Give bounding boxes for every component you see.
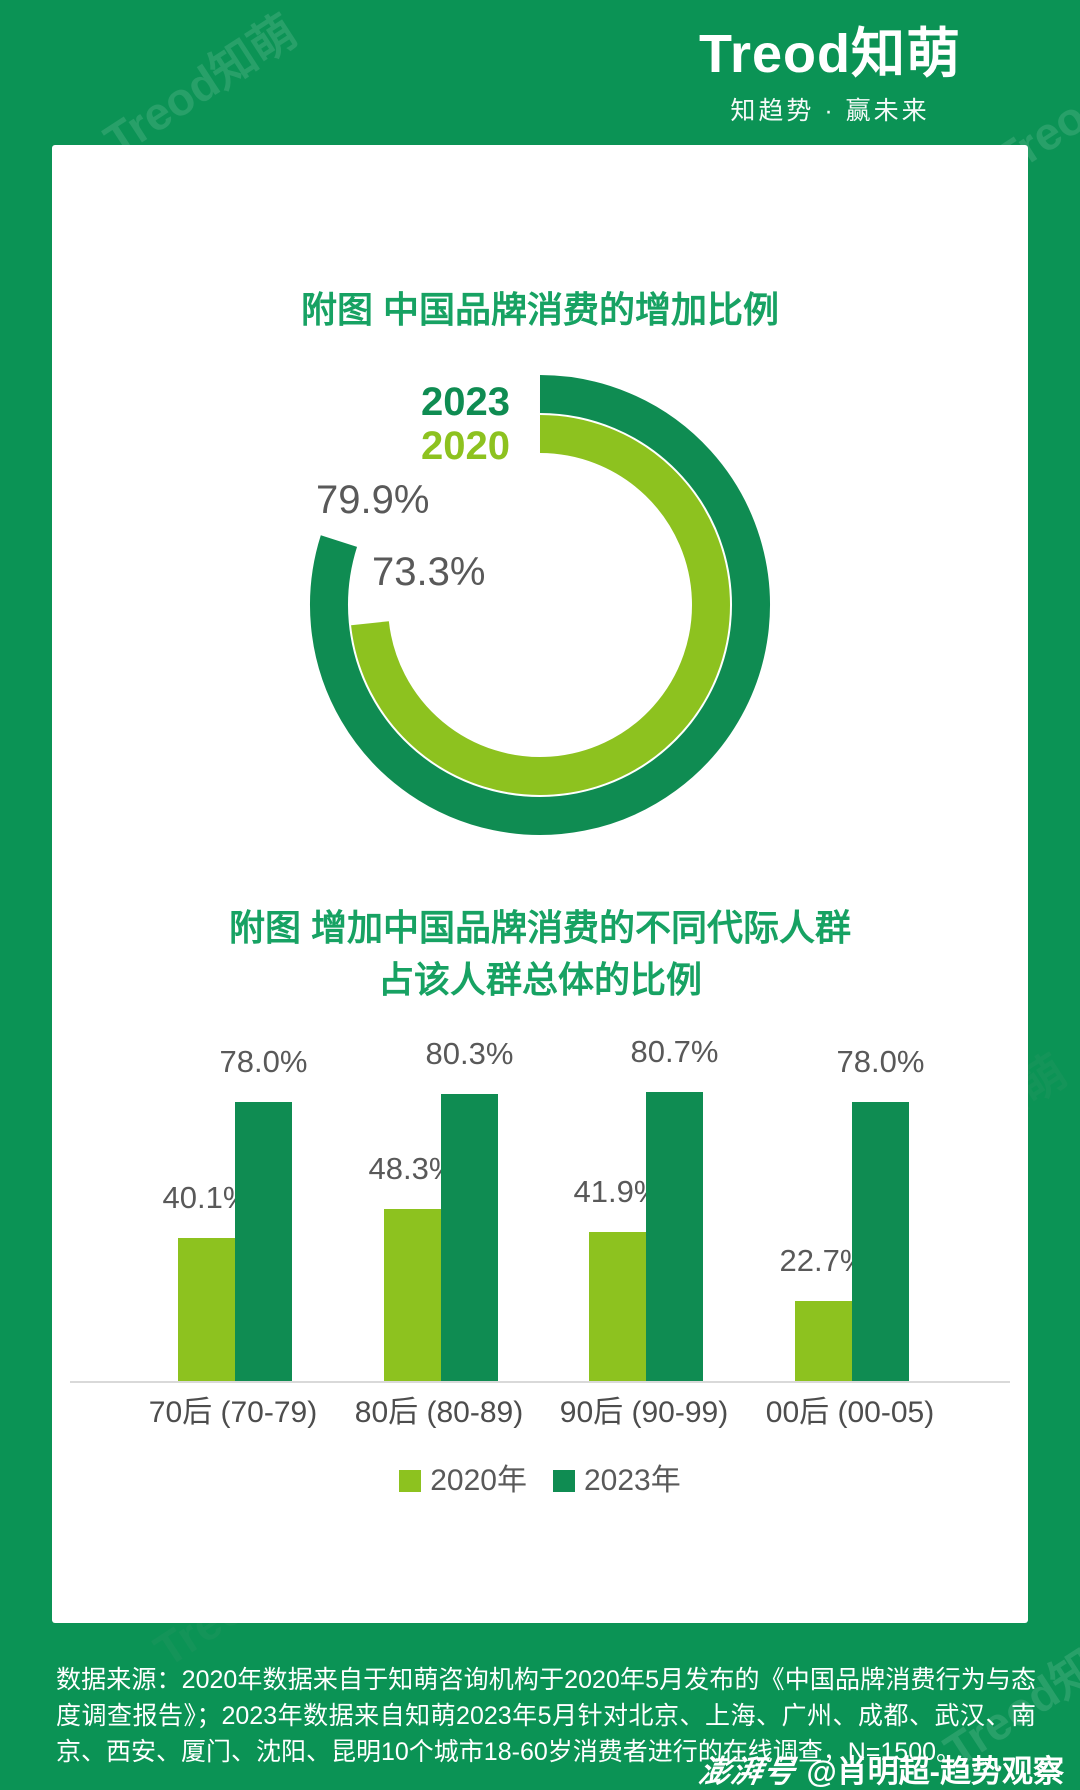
legend: 2020年 2023年	[0, 1466, 1080, 1496]
bar-2020年-70后 (70-79)	[178, 1238, 235, 1382]
legend-label-2023: 2023年	[584, 1464, 681, 1497]
brand-block: Treod知萌 知趋势 · 赢未来	[690, 26, 970, 127]
x-axis-line	[70, 1381, 1010, 1383]
bar-2023年-90后 (90-99)	[646, 1092, 703, 1382]
donut-chart-title: 附图 中国品牌消费的增加比例	[300, 289, 779, 330]
legend-swatch-2020	[399, 1470, 422, 1492]
category-label-00后 (00-05): 00后 (00-05)	[765, 1396, 935, 1429]
bar-2023年-80后 (80-89)	[441, 1093, 498, 1382]
donut-value-2020: 73.3%	[372, 550, 486, 594]
donut-series-label-2023: 2023	[421, 380, 510, 424]
category-label-90后 (90-99): 90后 (90-99)	[559, 1396, 729, 1429]
bar-2023年-70后 (70-79)	[235, 1101, 292, 1382]
category-label-80后 (80-89): 80后 (80-89)	[354, 1396, 524, 1429]
donut-series-label-2020: 2020	[421, 424, 510, 468]
legend-item-2020: 2020年	[399, 1466, 527, 1496]
donut-chart	[310, 375, 770, 835]
pengpai-logo: 澎湃号	[696, 1754, 799, 1789]
bar-2020年-00后 (00-05)	[795, 1300, 852, 1382]
bar-value-2023年-70后 (70-79): 78.0%	[219, 1043, 308, 1079]
publisher-handle: @肖明超-趋势观察	[806, 1754, 1064, 1789]
bar-2023年-00后 (00-05)	[852, 1101, 909, 1382]
bar-value-2023年-00后 (00-05): 78.0%	[836, 1043, 925, 1079]
data-source-note: 数据来源：2020年数据来自于知萌咨询机构于2020年5月发布的《中国品牌消费行…	[56, 1666, 1036, 1766]
bar-2020年-90后 (90-99)	[589, 1231, 646, 1382]
legend-label-2020: 2020年	[430, 1464, 527, 1497]
category-label-70后 (70-79): 70后 (70-79)	[148, 1396, 318, 1429]
bar-2020年-80后 (80-89)	[384, 1208, 441, 1382]
legend-swatch-2023	[553, 1470, 575, 1492]
bar-value-2023年-90后 (90-99): 80.7%	[630, 1034, 719, 1070]
legend-item-2023: 2023年	[553, 1466, 681, 1496]
brand-logo: Treod知萌	[698, 24, 962, 84]
brand-tagline: 知趋势 · 赢未来	[730, 96, 930, 125]
bar-chart-title: 附图 增加中国品牌消费的不同代际人群 占该人群总体的比例	[60, 902, 1020, 1006]
bar-chart-title-line1: 附图 增加中国品牌消费的不同代际人群	[228, 907, 851, 948]
publisher-watermark: 澎湃号 @肖明超-趋势观察	[697, 1746, 1064, 1790]
bar-chart-title-line2: 占该人群总体的比例	[377, 959, 702, 1000]
bar-value-2023年-80后 (80-89): 80.3%	[425, 1035, 514, 1071]
donut-value-2023: 79.9%	[316, 478, 430, 522]
